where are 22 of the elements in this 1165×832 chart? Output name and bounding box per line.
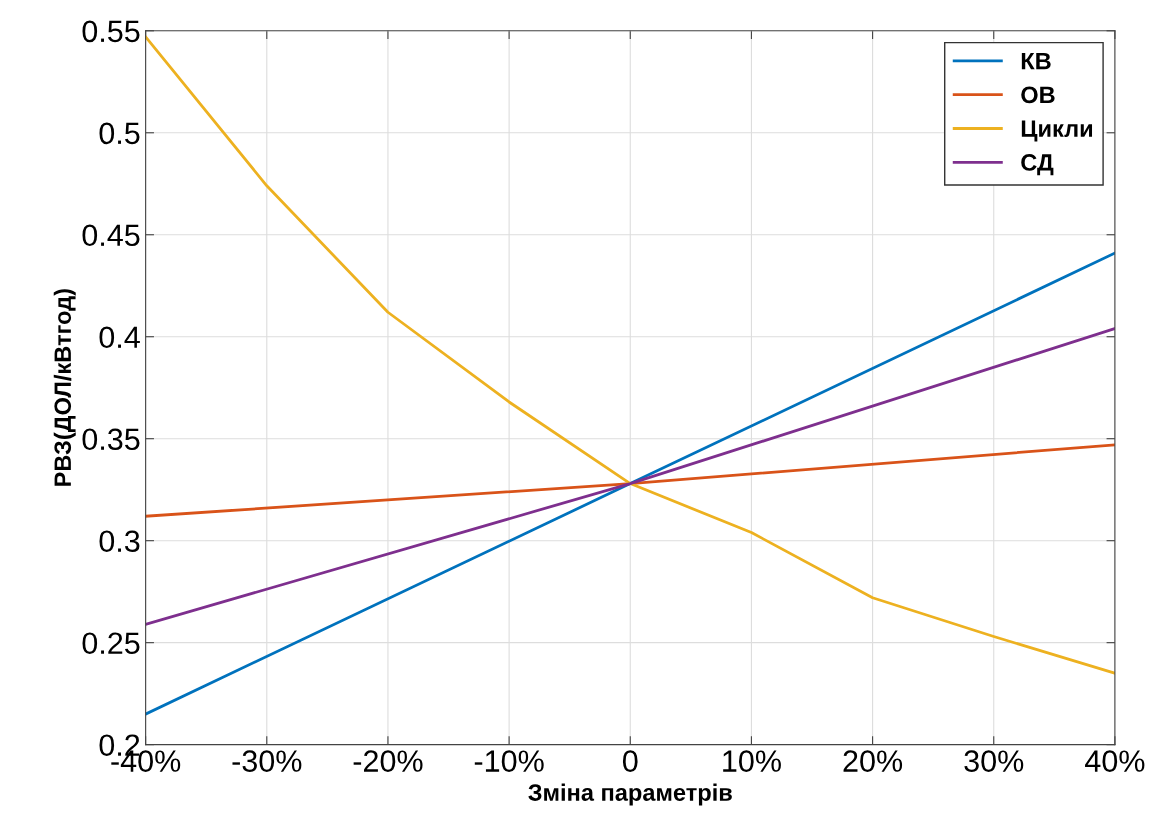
line-series: [145, 35, 1115, 675]
x-tick-label: 0: [622, 750, 638, 772]
y-tick-label: 0.55: [82, 20, 140, 43]
legend-label: ОВ: [1021, 86, 1055, 104]
x-tick-label: 30%: [964, 750, 1024, 772]
legend-label: Цикли: [1021, 120, 1093, 142]
x-tick-label: 20%: [843, 750, 903, 772]
legend-label: СД: [1021, 154, 1054, 176]
x-axis-title: Зміна параметрів: [528, 783, 732, 806]
y-tick-label: 0.35: [82, 428, 140, 451]
x-tick-label: -30%: [232, 750, 302, 772]
y-tick-label: 0.5: [99, 122, 140, 145]
x-tick-label: -10%: [474, 750, 544, 772]
y-tick-label: 0.25: [82, 632, 140, 655]
x-tick-label: 10%: [723, 750, 781, 772]
legend-label: КВ: [1021, 52, 1051, 70]
y-tick-label: 0.3: [99, 530, 140, 553]
y-tick-label: 0.45: [82, 224, 140, 247]
x-tick-label: 40%: [1085, 750, 1145, 772]
x-tick-label: -20%: [353, 750, 423, 772]
y-tick-label: 0.4: [99, 326, 140, 349]
y-axis-title: РВЗ(ДОЛ/кВтгод): [53, 289, 76, 486]
